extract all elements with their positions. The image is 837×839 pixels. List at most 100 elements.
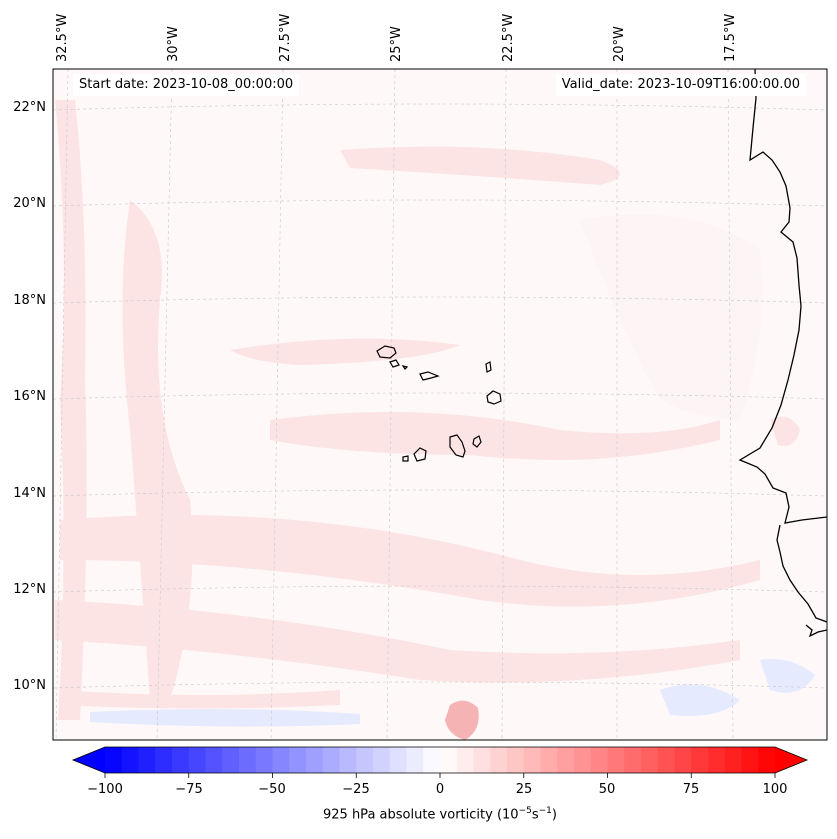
colorbar-segment bbox=[121, 747, 140, 773]
senegal-gambia-coastline bbox=[776, 524, 827, 623]
lat-label: 22°N bbox=[13, 100, 46, 115]
colorbar-segment bbox=[523, 747, 542, 773]
vorticity-contour-region bbox=[340, 146, 620, 185]
lon-label: 22.5°W bbox=[501, 14, 516, 62]
island-fogo bbox=[413, 447, 427, 462]
colorbar-title-mid: s bbox=[531, 807, 539, 823]
colorbar-segment bbox=[758, 747, 776, 773]
colorbar-segment bbox=[289, 747, 307, 773]
colorbar: −100 −75 −50 −25 0 25 50 75 100 bbox=[71, 746, 809, 797]
island-maio bbox=[472, 435, 482, 448]
colorbar-segment bbox=[657, 747, 676, 773]
island-santiago bbox=[449, 434, 466, 458]
colorbar-segment bbox=[540, 747, 558, 773]
lon-label: 32.5°W bbox=[55, 14, 70, 62]
parallel-gridline bbox=[53, 103, 827, 111]
vorticity-contour-region bbox=[230, 338, 460, 365]
meridian-gridline bbox=[727, 69, 734, 740]
colorbar-title: 925 hPa absolute vorticity (10−5s−1) bbox=[0, 806, 837, 822]
lon-label: 30°W bbox=[166, 26, 181, 62]
island-boa-vista bbox=[486, 390, 502, 405]
colorbar-segment bbox=[557, 747, 575, 773]
colorbar-segment bbox=[339, 747, 357, 773]
colorbar-segment bbox=[674, 747, 692, 773]
colorbar-segment bbox=[389, 747, 408, 773]
colorbar-segment bbox=[741, 747, 759, 773]
guinea-bissau-coastline bbox=[805, 624, 827, 638]
colorbar-segments bbox=[73, 747, 807, 773]
colorbar-segment bbox=[306, 747, 324, 773]
lat-label: 20°N bbox=[13, 196, 46, 211]
gridlines bbox=[53, 69, 827, 740]
meridian-gridline bbox=[501, 69, 507, 740]
colorbar-segment bbox=[272, 747, 290, 773]
colorbar-segment bbox=[239, 747, 257, 773]
valid-date-label: Valid_date: 2023-10-09T16:00:00.00 bbox=[555, 74, 806, 96]
colorbar-segment bbox=[255, 747, 274, 773]
colorbar-title-exp1: −5 bbox=[518, 806, 532, 816]
island-sao-nicolau bbox=[419, 371, 440, 381]
island-brava bbox=[402, 455, 409, 462]
vorticity-contour-region bbox=[580, 214, 763, 420]
colorbar-title-end: ) bbox=[551, 807, 557, 823]
vorticity-contour-region bbox=[122, 200, 193, 700]
colorbar-ticks bbox=[104, 773, 776, 778]
longitude-labels: 32.5°W 30°W 27.5°W 25°W 22.5°W 20°W 17.5… bbox=[55, 14, 738, 62]
colorbar-segment bbox=[155, 747, 173, 773]
vorticity-contour-region bbox=[60, 515, 760, 607]
africa-coastline bbox=[738, 69, 827, 524]
colorbar-tick-label: 25 bbox=[516, 782, 533, 797]
colorbar-extend-high bbox=[775, 747, 807, 773]
colorbar-segment bbox=[724, 747, 743, 773]
colorbar-tick-label: 75 bbox=[683, 782, 700, 797]
lon-label: 25°W bbox=[389, 26, 404, 62]
colorbar-tick-label: −50 bbox=[258, 782, 285, 797]
colorbar-extend-low bbox=[73, 747, 105, 773]
vorticity-contour-region bbox=[660, 684, 740, 716]
map-panel bbox=[53, 69, 827, 740]
meridian-gridline bbox=[156, 69, 173, 740]
vorticity-contour-region bbox=[445, 700, 479, 740]
lat-label: 16°N bbox=[13, 389, 46, 404]
colorbar-segment bbox=[473, 747, 491, 773]
colorbar-title-main: 925 hPa absolute vorticity (10 bbox=[323, 807, 519, 823]
colorbar-segment bbox=[423, 747, 441, 773]
colorbar-segment bbox=[691, 747, 709, 773]
lat-label: 12°N bbox=[13, 582, 46, 597]
colorbar-segment bbox=[138, 747, 156, 773]
vorticity-field-shading bbox=[55, 100, 815, 740]
colorbar-segment bbox=[172, 747, 190, 773]
map-frame bbox=[52, 68, 828, 741]
island-santo-antao bbox=[376, 345, 397, 359]
colorbar-tick-label: −25 bbox=[342, 782, 369, 797]
parallel-gridline bbox=[53, 296, 827, 304]
colorbar-segment bbox=[708, 747, 726, 773]
colorbar-tick-label: −75 bbox=[175, 782, 202, 797]
meridian-gridline bbox=[55, 69, 69, 740]
lat-label: 10°N bbox=[13, 678, 46, 693]
parallel-gridline bbox=[53, 681, 827, 689]
lon-label: 17.5°W bbox=[723, 14, 738, 62]
colorbar-tick-labels: −100 −75 −50 −25 0 25 50 75 100 bbox=[87, 782, 787, 797]
colorbar-segment bbox=[507, 747, 525, 773]
colorbar-segment bbox=[188, 747, 207, 773]
meridian-gridline bbox=[270, 69, 284, 740]
colorbar-segment bbox=[641, 747, 659, 773]
lat-label: 14°N bbox=[13, 486, 46, 501]
parallel-gridline bbox=[53, 199, 827, 207]
colorbar-tick-label: 50 bbox=[599, 782, 616, 797]
lon-label: 27.5°W bbox=[278, 14, 293, 62]
colorbar-segment bbox=[624, 747, 642, 773]
colorbar-segment bbox=[105, 747, 123, 773]
parallel-gridline bbox=[53, 392, 827, 400]
parallel-gridline bbox=[53, 489, 827, 497]
colorbar-segment bbox=[406, 747, 424, 773]
cape-verde-islands bbox=[376, 345, 502, 462]
meridian-gridline bbox=[386, 69, 396, 740]
start-date-label: Start date: 2023-10-08_00:00:00 bbox=[73, 74, 300, 96]
colorbar-tick-label: −100 bbox=[87, 782, 123, 797]
island-sal bbox=[485, 361, 492, 373]
lat-label: 18°N bbox=[13, 293, 46, 308]
colorbar-tick-label: 100 bbox=[763, 782, 788, 797]
